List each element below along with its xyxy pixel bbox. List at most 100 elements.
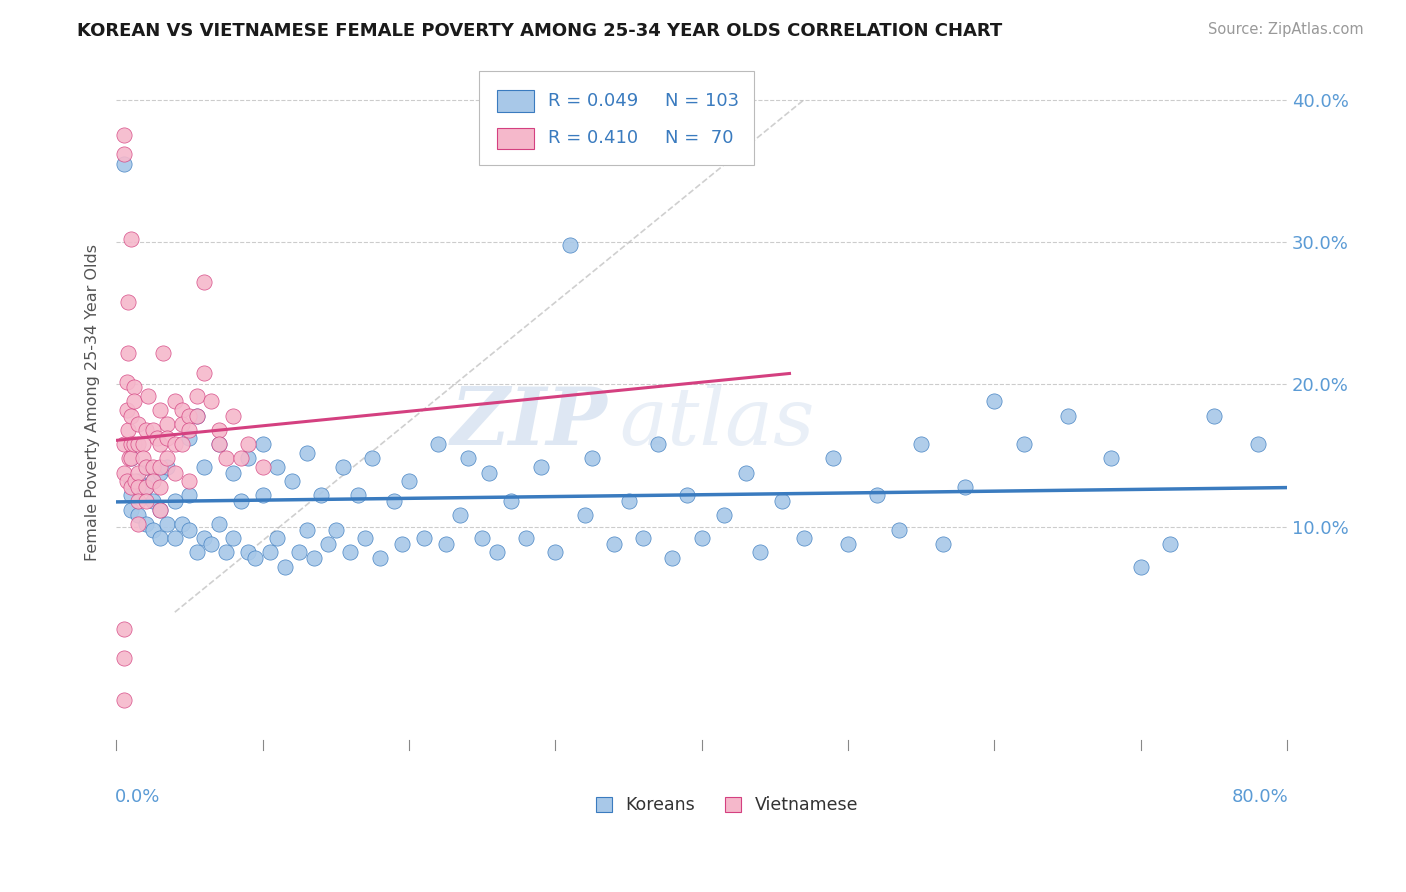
Point — [236, 437, 259, 451]
Point — [1012, 437, 1035, 451]
FancyBboxPatch shape — [479, 70, 755, 166]
Point — [172, 417, 194, 432]
Point — [391, 537, 413, 551]
Point — [501, 494, 523, 508]
Point — [163, 531, 186, 545]
Text: 0.0%: 0.0% — [115, 788, 160, 805]
Point — [382, 494, 405, 508]
Point — [127, 494, 149, 508]
Point — [1202, 409, 1225, 423]
Point — [200, 537, 222, 551]
Point — [574, 508, 596, 523]
Point — [149, 502, 172, 516]
Text: ZIP: ZIP — [451, 384, 607, 461]
Point — [122, 380, 145, 394]
Point — [149, 460, 172, 475]
Point — [515, 531, 537, 545]
Point — [229, 451, 252, 466]
Point — [163, 394, 186, 409]
Point — [690, 531, 713, 545]
Point — [127, 417, 149, 432]
Text: Source: ZipAtlas.com: Source: ZipAtlas.com — [1208, 22, 1364, 37]
Point — [120, 488, 142, 502]
Point — [222, 466, 245, 480]
Point — [138, 389, 160, 403]
Point — [339, 545, 361, 559]
Point — [412, 531, 434, 545]
Point — [208, 423, 231, 437]
Point — [112, 466, 135, 480]
Point — [427, 437, 450, 451]
Point — [1247, 437, 1270, 451]
Point — [127, 516, 149, 531]
Point — [252, 488, 274, 502]
Point — [823, 451, 845, 466]
Point — [179, 523, 201, 537]
Point — [142, 494, 165, 508]
Point — [617, 494, 640, 508]
Point — [485, 545, 508, 559]
Point — [112, 146, 135, 161]
Point — [120, 409, 142, 423]
Point — [186, 409, 208, 423]
Point — [127, 474, 149, 488]
Point — [186, 389, 208, 403]
Point — [346, 488, 368, 502]
Point — [112, 128, 135, 143]
Text: 80.0%: 80.0% — [1232, 788, 1288, 805]
Point — [398, 474, 420, 488]
Point — [117, 294, 139, 309]
FancyBboxPatch shape — [725, 797, 741, 812]
Point — [142, 474, 165, 488]
Point — [193, 460, 215, 475]
Point — [186, 545, 208, 559]
Point — [156, 516, 179, 531]
Point — [295, 446, 318, 460]
Point — [631, 531, 654, 545]
Point — [149, 437, 172, 451]
FancyBboxPatch shape — [496, 128, 534, 149]
Point — [122, 394, 145, 409]
Text: Vietnamese: Vietnamese — [755, 796, 858, 814]
Point — [471, 531, 494, 545]
Point — [793, 531, 815, 545]
Point — [354, 531, 377, 545]
Point — [117, 423, 139, 437]
Point — [647, 437, 669, 451]
Point — [135, 423, 157, 437]
Point — [112, 437, 135, 451]
Point — [302, 551, 325, 566]
Point — [172, 516, 194, 531]
Point — [368, 551, 391, 566]
Point — [208, 437, 231, 451]
Point — [1056, 409, 1078, 423]
Point — [172, 403, 194, 417]
Point — [156, 460, 179, 475]
Point — [222, 531, 245, 545]
Point — [156, 451, 179, 466]
Point — [163, 494, 186, 508]
Point — [229, 494, 252, 508]
Point — [252, 437, 274, 451]
Point — [117, 346, 139, 360]
Point — [749, 545, 772, 559]
Point — [120, 474, 142, 488]
Point — [288, 545, 311, 559]
Point — [163, 466, 186, 480]
Point — [131, 437, 153, 451]
Point — [120, 451, 142, 466]
Text: Koreans: Koreans — [626, 796, 696, 814]
Point — [252, 460, 274, 475]
Point — [115, 474, 138, 488]
Point — [457, 451, 479, 466]
Point — [200, 394, 222, 409]
Point — [889, 523, 911, 537]
Point — [146, 432, 169, 446]
Point — [953, 480, 976, 494]
Point — [135, 460, 157, 475]
Point — [112, 622, 135, 636]
Point — [1101, 451, 1123, 466]
Point — [361, 451, 384, 466]
Y-axis label: Female Poverty Among 25-34 Year Olds: Female Poverty Among 25-34 Year Olds — [86, 244, 100, 561]
Point — [120, 480, 142, 494]
